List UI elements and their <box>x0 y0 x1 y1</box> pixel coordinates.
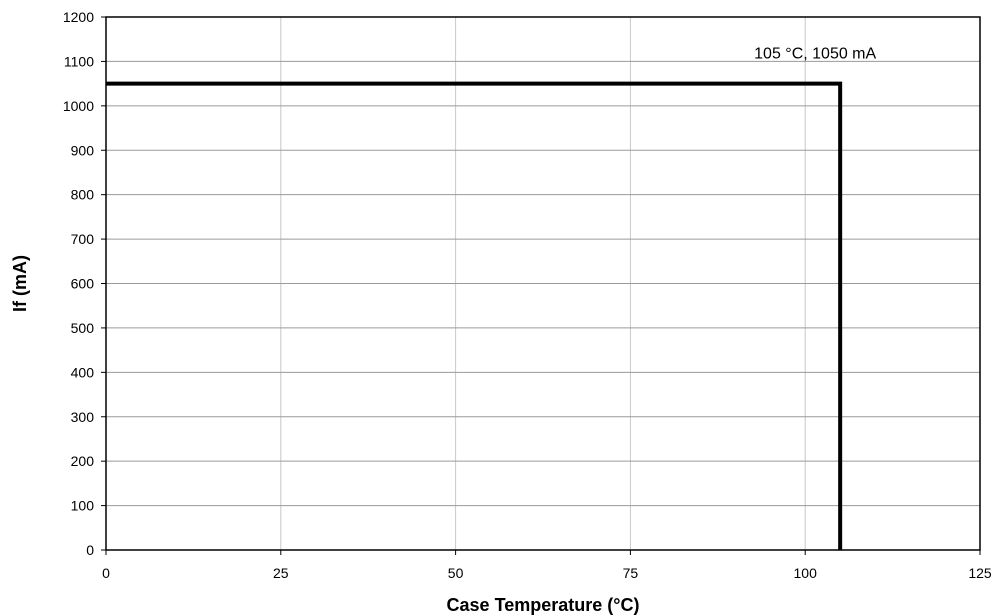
y-tick-label: 200 <box>71 453 95 469</box>
x-tick-label: 25 <box>273 565 289 581</box>
x-tick-label: 50 <box>448 565 464 581</box>
grid-lines <box>106 17 980 550</box>
annotations: 105 °C, 1050 mA <box>754 46 876 63</box>
y-tick-label: 1000 <box>63 98 94 114</box>
y-tick-label: 0 <box>86 542 94 558</box>
y-tick-label: 1200 <box>63 9 94 25</box>
series-line <box>106 81 843 550</box>
x-tick-label: 125 <box>968 565 992 581</box>
y-axis-title: If (mA) <box>10 255 30 312</box>
y-tick-label: 100 <box>71 498 95 514</box>
x-axis-title: Case Temperature (°C) <box>447 595 640 615</box>
axis-ticks: 0 25 50 75 100 125 0 100 200 300 400 500 600 700 800 90… <box>63 9 992 581</box>
annotation-label: 105 °C, 1050 mA <box>754 46 876 63</box>
x-tick-label: 0 <box>102 565 110 581</box>
y-tick-label: 400 <box>71 364 95 380</box>
y-tick-label: 900 <box>71 142 95 158</box>
y-tick-label: 1100 <box>64 53 94 69</box>
y-tick-label: 300 <box>71 409 95 425</box>
x-tick-label: 100 <box>794 565 818 581</box>
y-tick-label: 700 <box>71 231 95 247</box>
y-tick-label: 500 <box>71 320 95 336</box>
y-tick-label: 600 <box>71 276 95 292</box>
series-layer <box>106 81 843 550</box>
x-tick-label: 75 <box>623 565 639 581</box>
y-tick-label: 800 <box>71 187 95 203</box>
